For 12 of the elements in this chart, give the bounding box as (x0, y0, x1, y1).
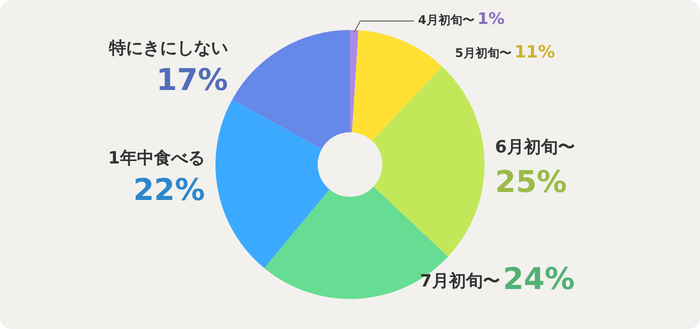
data-label: 17% (156, 62, 228, 98)
slice-label: 7月初旬〜 (420, 271, 500, 292)
slice-label: 4月初旬〜 (418, 13, 474, 28)
data-label: 22% (133, 172, 205, 208)
data-label: 11% (514, 42, 556, 62)
data-label: 25% (495, 164, 567, 200)
data-label: 1% (477, 9, 505, 28)
slice-label: 特にきにしない (108, 38, 228, 58)
slice-label: 5月初旬〜 (455, 46, 512, 60)
data-label: 24% (502, 262, 575, 297)
slice-label: 6月初旬〜 (495, 137, 575, 158)
slice-label: 1年中食べる (108, 148, 205, 168)
